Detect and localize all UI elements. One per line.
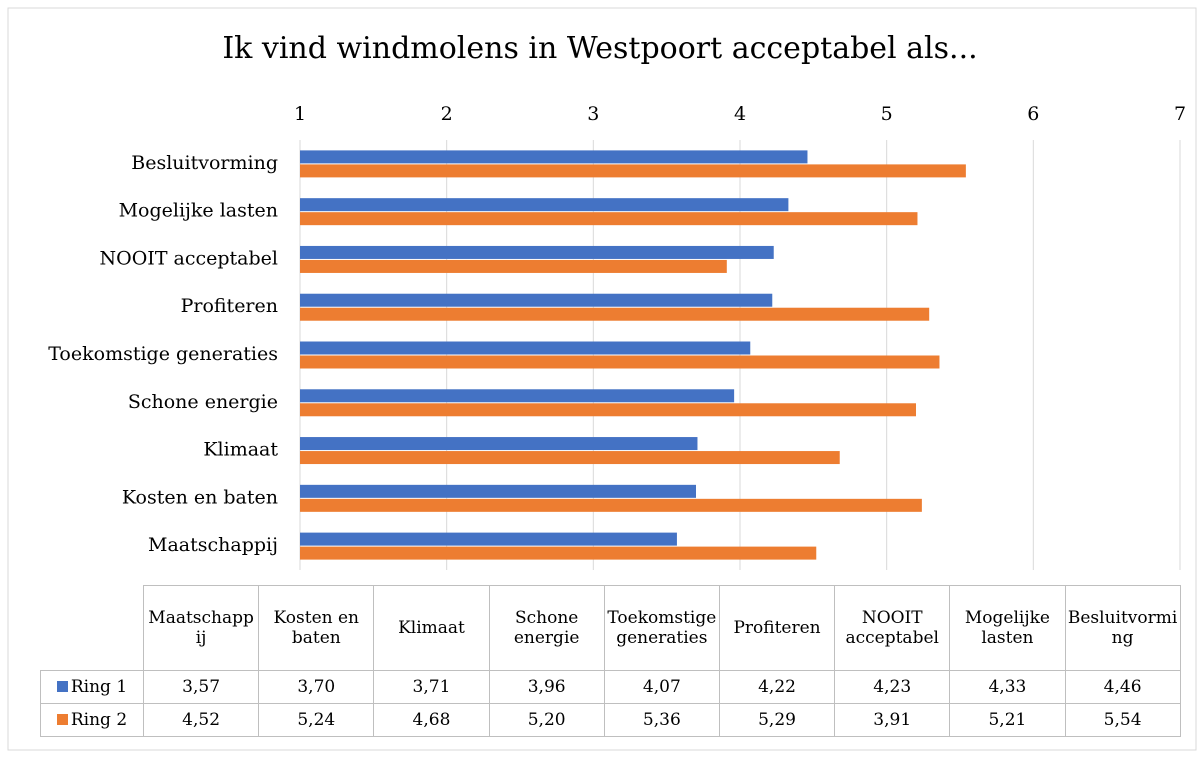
bar <box>300 546 817 560</box>
y-tick-label: Profiteren <box>181 295 278 317</box>
bar <box>300 245 774 259</box>
value-cell: 4,68 <box>373 703 490 737</box>
data-row: Ring 1 3,57 3,70 3,71 3,96 4,07 4,22 4,23 4,33 4,… <box>40 670 1181 704</box>
data-row: Ring 2 4,52 5,24 4,68 5,20 5,36 5,29 3,91 5,21 5,… <box>40 703 1181 737</box>
bar <box>300 307 930 321</box>
value-cell: 4,23 <box>834 670 951 704</box>
y-tick-label: Mogelijke lasten <box>119 200 278 222</box>
value-cell: 3,96 <box>488 670 605 704</box>
y-tick-label: Kosten en baten <box>122 486 278 508</box>
x-tick-label: 2 <box>441 103 453 125</box>
value-cell: 5,21 <box>949 703 1066 737</box>
x-tick-label: 4 <box>734 103 746 125</box>
value-cell: 4,07 <box>603 670 720 704</box>
value-cell: 3,57 <box>142 670 260 704</box>
value-cell: 4,33 <box>949 670 1066 704</box>
header-cell: Maatschappij <box>142 585 260 671</box>
value-cell: 5,54 <box>1064 703 1181 737</box>
value-cell: 5,24 <box>258 703 375 737</box>
bar <box>300 259 727 273</box>
row-header: Ring 2 <box>40 703 144 737</box>
bar <box>300 164 966 178</box>
bar <box>300 437 698 451</box>
y-tick-label: Schone energie <box>128 391 278 413</box>
value-cell: 4,46 <box>1064 670 1181 704</box>
header-cell: Toekomstige generaties <box>603 585 720 671</box>
bar <box>300 403 916 417</box>
legend-label: Ring 1 <box>70 677 128 697</box>
value-cell: 5,29 <box>718 703 836 737</box>
legend-swatch <box>56 714 68 725</box>
bar <box>300 293 773 307</box>
legend-swatch <box>56 681 68 692</box>
bar <box>300 341 751 355</box>
y-tick-label: Maatschappij <box>148 534 278 556</box>
bar <box>300 389 735 403</box>
y-tick-label: Besluitvorming <box>131 152 278 174</box>
row-header: Ring 1 <box>40 670 144 704</box>
header-cell: Profiteren <box>718 585 836 671</box>
header-cell: Besluitvorming <box>1064 585 1181 671</box>
bar <box>300 532 677 546</box>
header-cell: NOOIT acceptabel <box>834 585 951 671</box>
bar <box>300 451 840 465</box>
value-cell: 5,20 <box>488 703 605 737</box>
bar <box>300 355 940 369</box>
bar <box>300 484 696 498</box>
header-cell: Schone energie <box>488 585 605 671</box>
value-cell: 4,22 <box>718 670 836 704</box>
header-row: Maatschappij Kosten en baten Klimaat Schone… <box>41 585 1181 671</box>
header-cell: Klimaat <box>373 585 490 671</box>
blank-cell <box>41 586 144 671</box>
y-tick-label: Klimaat <box>203 439 278 461</box>
chart-title: Ik vind windmolens in Westpoort acceptab… <box>222 31 977 66</box>
x-tick-label: 3 <box>587 103 599 125</box>
value-cell: 4,52 <box>142 703 260 737</box>
x-tick-label: 6 <box>1027 103 1039 125</box>
x-tick-label: 5 <box>881 103 893 125</box>
x-tick-label: 1 <box>294 103 306 125</box>
value-cell: 5,36 <box>603 703 720 737</box>
bar <box>300 198 789 212</box>
legend-label: Ring 2 <box>70 710 128 730</box>
value-cell: 3,71 <box>373 670 490 704</box>
y-tick-label: Toekomstige generaties <box>48 343 278 365</box>
header-cell: Mogelijke lasten <box>949 585 1066 671</box>
value-cell: 3,70 <box>258 670 375 704</box>
data-table: Maatschappij Kosten en baten Klimaat Schone… <box>40 585 1181 737</box>
header-cell: Kosten en baten <box>258 585 375 671</box>
bar <box>300 212 918 226</box>
bar <box>300 498 922 512</box>
x-tick-label: 7 <box>1174 103 1186 125</box>
value-cell: 3,91 <box>834 703 951 737</box>
y-tick-label: NOOIT acceptabel <box>100 247 278 269</box>
bar <box>300 150 808 164</box>
